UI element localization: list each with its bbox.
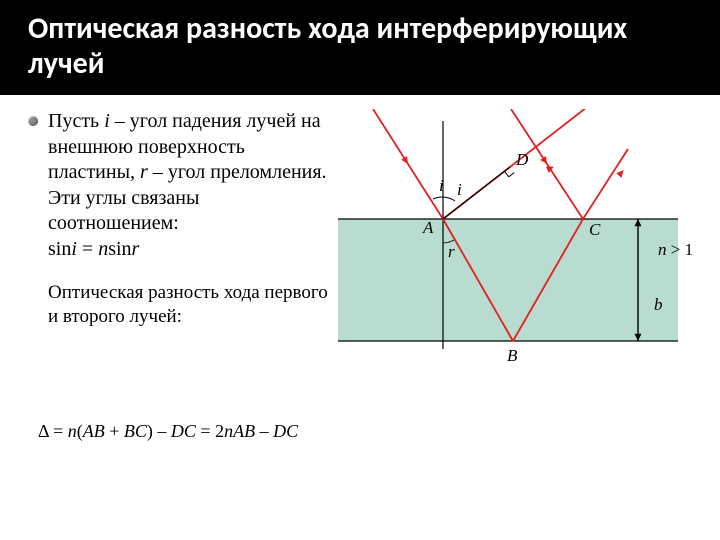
svg-text:r: r [448, 242, 455, 261]
svg-text:b: b [654, 295, 663, 314]
svg-text:n > 1: n > 1 [658, 240, 693, 259]
content-area: Пусть i – угол падения лучей на внешнюю … [0, 95, 720, 399]
svg-text:B: B [507, 346, 518, 365]
path-difference-formula: Δ = n(AB + BC) – DC = 2nAB – DC [38, 421, 720, 442]
paragraph-2: Оптическая разность хода первого и второ… [48, 281, 328, 330]
text-column: Пусть i – угол падения лучей на внешнюю … [28, 109, 328, 389]
svg-text:i: i [457, 180, 462, 199]
svg-text:A: A [422, 218, 434, 237]
diagram-svg: A B C Dii r b n > 1 [338, 109, 708, 389]
refraction-diagram: A B C Dii r b n > 1 [338, 109, 700, 389]
slide-title: Оптическая разность хода интерферирующих… [28, 12, 692, 81]
svg-text:i: i [439, 176, 444, 195]
svg-text:D: D [515, 150, 529, 169]
paragraph-1: Пусть i – угол падения лучей на внешнюю … [48, 109, 328, 263]
bullet-item: Пусть i – угол падения лучей на внешнюю … [28, 109, 328, 263]
svg-text:C: C [589, 220, 601, 239]
bullet-icon [28, 116, 38, 126]
slide-header: Оптическая разность хода интерферирующих… [0, 0, 720, 95]
